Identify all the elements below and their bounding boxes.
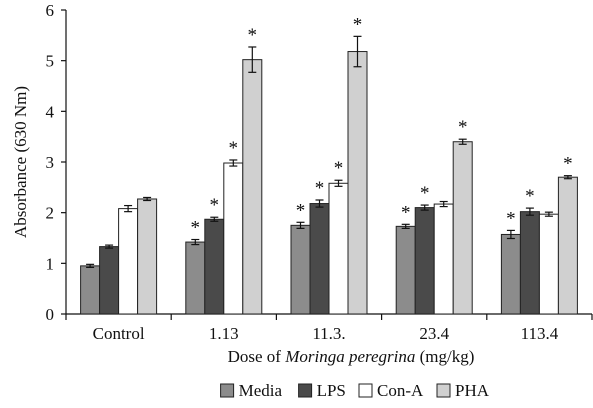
bar-pha <box>557 176 578 315</box>
bar-media <box>290 224 311 315</box>
x-category-label: 113.4 <box>521 324 559 343</box>
legend: Media LPS Con-A PHA <box>220 381 490 400</box>
y-tick-label: 4 <box>46 102 55 121</box>
y-tick-label: 2 <box>46 204 55 223</box>
bar-lps <box>309 203 330 315</box>
significance-star: * <box>420 183 430 204</box>
x-category-label: 11.3. <box>312 324 345 343</box>
significance-star: * <box>458 117 468 138</box>
bar-media <box>80 265 101 315</box>
y-tick-label: 0 <box>46 305 55 324</box>
bar-con-a <box>538 213 559 315</box>
x-axis-label: Dose of Moringa peregrina (mg/kg) <box>228 347 475 366</box>
legend-label: LPS <box>317 381 346 400</box>
x-category-label: 23.4 <box>419 324 449 343</box>
legend-swatch <box>220 383 235 398</box>
bar-con-a <box>118 208 139 315</box>
y-tick-label: 5 <box>46 52 55 71</box>
y-tick-label: 1 <box>46 254 55 273</box>
significance-star: * <box>210 195 220 216</box>
x-axis-label-prefix: Dose of <box>228 347 286 366</box>
significance-star: * <box>401 202 411 223</box>
bar-media <box>395 225 416 315</box>
significance-star: * <box>296 200 306 221</box>
significance-star: * <box>334 158 344 179</box>
legend-label: PHA <box>455 381 490 400</box>
bar-lps <box>519 211 540 315</box>
x-axis-label-italic: Moringa peregrina <box>284 347 415 366</box>
significance-star: * <box>353 14 363 35</box>
y-tick-label: 6 <box>46 1 55 20</box>
legend-swatch <box>358 383 373 398</box>
bar-con-a <box>223 162 244 315</box>
bar-media <box>185 241 206 315</box>
y-tick-label: 3 <box>46 153 55 172</box>
bar-pha <box>137 198 158 315</box>
significance-star: * <box>525 186 535 207</box>
x-category-label: 1.13 <box>209 324 239 343</box>
legend-label: Con-A <box>377 381 424 400</box>
significance-star: * <box>506 208 516 229</box>
significance-star: * <box>229 138 239 159</box>
significance-star: * <box>248 25 258 46</box>
bar-pha <box>242 59 263 315</box>
y-axis-label: Absorbance (630 Nm) <box>11 86 30 238</box>
legend-label: Media <box>239 381 283 400</box>
significance-star: * <box>191 218 201 239</box>
legend-swatch <box>298 383 313 398</box>
x-axis-label-suffix: (mg/kg) <box>415 347 474 366</box>
bar-pha <box>347 51 368 315</box>
bar-lps <box>204 218 225 315</box>
x-category-label: Control <box>93 324 145 343</box>
legend-swatch <box>436 383 451 398</box>
plot-area: 0 1 2 3 4 5 6 Control 1.13 * * * * 11.3. * * * * 23.4 * * * 11… <box>46 1 593 343</box>
significance-star: * <box>315 178 325 199</box>
bar-lps <box>99 246 120 315</box>
bar-con-a <box>433 203 454 315</box>
bar-con-a <box>328 182 349 315</box>
significance-star: * <box>563 154 573 175</box>
bar-lps <box>414 207 435 315</box>
bar-pha <box>452 141 473 315</box>
bar-media <box>500 233 521 315</box>
